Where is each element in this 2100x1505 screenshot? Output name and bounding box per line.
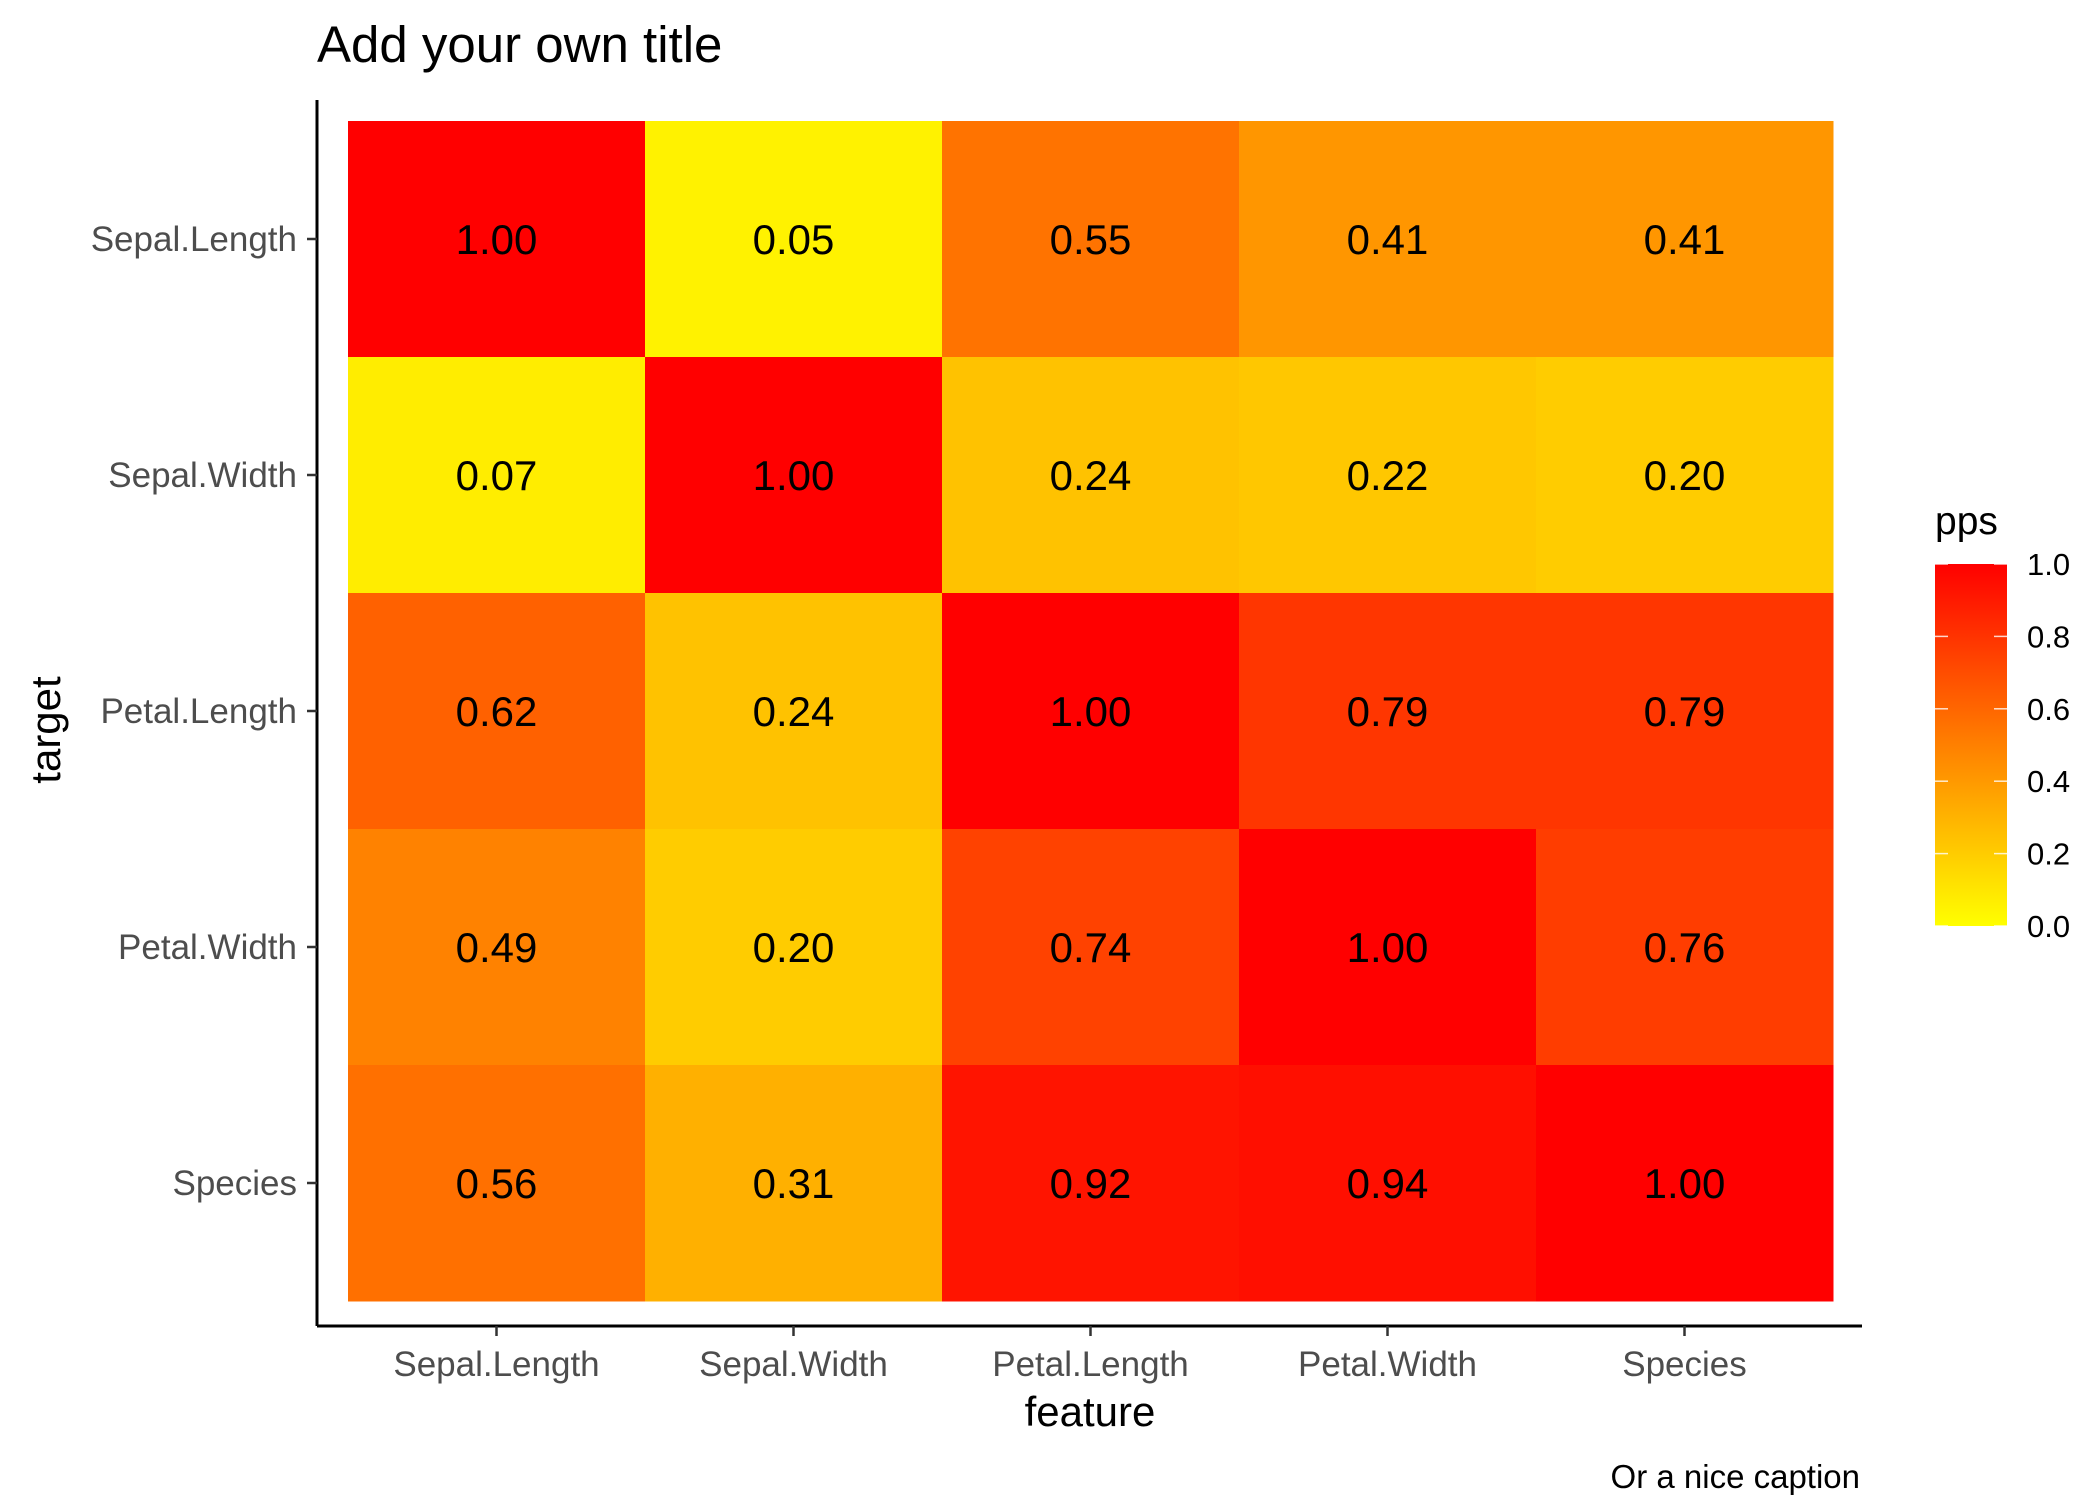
cell-value-label: 1.00: [1050, 688, 1132, 735]
heatmap-cell: [1239, 357, 1537, 594]
cell-value-label: 0.55: [1050, 216, 1132, 263]
cell-value-label: 0.20: [1644, 452, 1726, 499]
heatmap-cell: [645, 829, 943, 1066]
legend-tick-label: 1.0: [2027, 547, 2070, 582]
cell-value-label: 0.79: [1347, 688, 1429, 735]
cell-value-label: 0.22: [1347, 452, 1429, 499]
heatmap-cell: [348, 593, 646, 830]
cell-value-label: 1.00: [753, 452, 835, 499]
heatmap-cell: [942, 1065, 1240, 1302]
axes: Sepal.Length Sepal.Width Petal.Length Petal…: [91, 100, 1862, 1384]
cell-value-label: 1.00: [1347, 924, 1429, 971]
legend-colorbar: [1935, 564, 2007, 926]
cell-value-label: 0.20: [753, 924, 835, 971]
x-tick-label: Petal.Width: [1298, 1345, 1477, 1384]
cell-value-label: 1.00: [456, 216, 538, 263]
heatmap-cell: [1239, 1065, 1537, 1302]
heatmap-cell: [645, 593, 943, 830]
heatmap-cell: [1239, 829, 1537, 1066]
chart-title: Add your own title: [317, 16, 722, 73]
y-axis-title: target: [22, 676, 69, 784]
heatmap-cell: [1536, 593, 1834, 830]
heatmap-cell: [942, 357, 1240, 594]
cell-value-label: 0.74: [1050, 924, 1132, 971]
legend-title: pps: [1935, 500, 1998, 543]
cell-value-label: 0.05: [753, 216, 835, 263]
chart-caption: Or a nice caption: [1611, 1458, 1860, 1495]
heatmap-cell: [348, 357, 646, 594]
cell-value-label: 0.41: [1347, 216, 1429, 263]
heatmap-cell: [645, 1065, 943, 1302]
heatmap-cell: [1536, 121, 1834, 358]
x-tick-label: Sepal.Width: [699, 1345, 888, 1384]
heatmap-cell: [348, 121, 646, 358]
cell-value-label: 0.92: [1050, 1160, 1132, 1207]
cell-value-label: 0.31: [753, 1160, 835, 1207]
x-tick-label: Sepal.Length: [393, 1345, 599, 1384]
y-tick-label: Petal.Length: [100, 692, 297, 731]
heatmap-cell: [1239, 593, 1537, 830]
heatmap-cell: [1536, 829, 1834, 1066]
cell-value-label: 0.49: [456, 924, 538, 971]
heatmap-cells: 1.00 0.05 0.55 0.41 0.41 0.07 1.00 0.24 0.22 0.20…: [348, 121, 1834, 1302]
cell-value-label: 0.41: [1644, 216, 1726, 263]
cell-value-label: 0.76: [1644, 924, 1726, 971]
heatmap-cell: [942, 829, 1240, 1066]
cell-value-label: 0.56: [456, 1160, 538, 1207]
heatmap-cell: [348, 829, 646, 1066]
heatmap-cell: [348, 1065, 646, 1302]
heatmap-cell: [1239, 121, 1537, 358]
legend-tick-label: 0.2: [2027, 837, 2070, 872]
cell-value-label: 0.79: [1644, 688, 1726, 735]
cell-value-label: 0.62: [456, 688, 538, 735]
heatmap-cell: [942, 593, 1240, 830]
heatmap-cell: [1536, 357, 1834, 594]
legend-tick-label: 0.6: [2027, 692, 2070, 727]
cell-value-label: 1.00: [1644, 1160, 1726, 1207]
y-tick-label: Species: [172, 1164, 297, 1203]
x-tick-label: Species: [1622, 1345, 1747, 1384]
heatmap-cell: [1536, 1065, 1834, 1302]
legend-tick-label: 0.8: [2027, 619, 2070, 654]
y-tick-label: Sepal.Width: [108, 456, 297, 495]
heatmap-cell: [645, 357, 943, 594]
cell-value-label: 0.94: [1347, 1160, 1429, 1207]
legend-tick-label: 0.0: [2027, 909, 2070, 944]
y-tick-label: Sepal.Length: [91, 220, 297, 259]
cell-value-label: 0.24: [1050, 452, 1132, 499]
x-tick-label: Petal.Length: [992, 1345, 1189, 1384]
cell-value-label: 0.07: [456, 452, 538, 499]
color-legend: pps 0.0 0.2 0.4 0.6 0.8 1.0: [1935, 500, 2070, 944]
cell-value-label: 0.24: [753, 688, 835, 735]
heatmap-cell: [942, 121, 1240, 358]
x-axis-title: feature: [1025, 1388, 1156, 1435]
legend-tick-label: 0.4: [2027, 764, 2070, 799]
y-tick-label: Petal.Width: [118, 928, 297, 967]
heatmap-cell: [645, 121, 943, 358]
